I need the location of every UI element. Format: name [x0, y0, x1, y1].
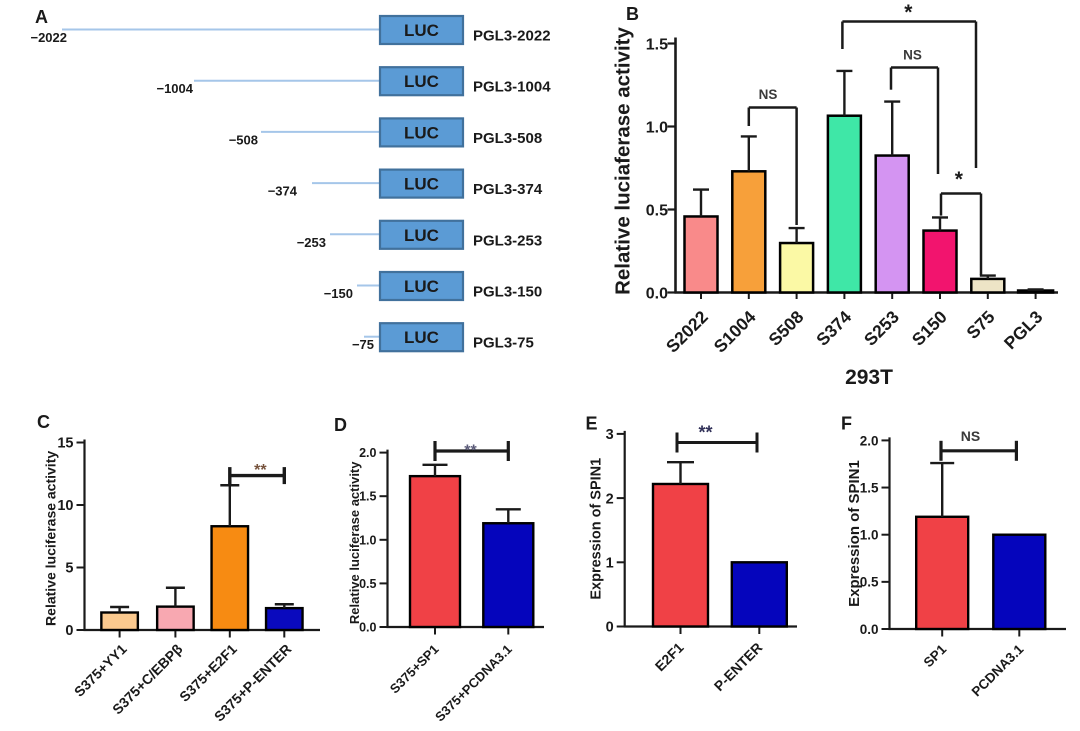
svg-text:−508: −508 — [229, 132, 258, 147]
svg-text:NS: NS — [759, 87, 778, 102]
svg-text:0.0: 0.0 — [359, 621, 376, 635]
svg-text:LUC: LUC — [404, 72, 439, 91]
svg-text:LUC: LUC — [404, 226, 439, 245]
svg-text:LUC: LUC — [404, 21, 439, 40]
svg-text:293T: 293T — [845, 366, 893, 389]
svg-text:0.5: 0.5 — [359, 577, 376, 591]
svg-text:−2022: −2022 — [30, 30, 67, 45]
svg-text:1.0: 1.0 — [359, 533, 376, 547]
svg-text:Expression of SPIN1: Expression of SPIN1 — [589, 458, 605, 600]
svg-text:*: * — [904, 1, 913, 24]
svg-text:−374: −374 — [268, 184, 298, 199]
svg-text:2: 2 — [606, 491, 614, 507]
svg-text:1.0: 1.0 — [646, 119, 668, 136]
svg-text:1.5: 1.5 — [860, 480, 879, 495]
svg-text:*: * — [955, 168, 964, 191]
svg-text:1.0: 1.0 — [860, 528, 879, 543]
svg-text:5: 5 — [65, 561, 73, 577]
svg-text:PGL3-2022: PGL3-2022 — [473, 28, 551, 45]
svg-text:E: E — [586, 414, 598, 434]
svg-text:0.5: 0.5 — [860, 575, 879, 590]
svg-text:LUC: LUC — [404, 277, 439, 296]
svg-text:LUC: LUC — [404, 328, 439, 347]
svg-text:D: D — [334, 415, 347, 435]
svg-text:−150: −150 — [324, 286, 353, 301]
svg-text:−75: −75 — [352, 337, 374, 352]
svg-text:15: 15 — [57, 436, 73, 452]
svg-text:1: 1 — [606, 556, 614, 572]
svg-text:**: ** — [464, 442, 477, 459]
svg-text:10: 10 — [57, 498, 73, 514]
svg-text:1.5: 1.5 — [646, 36, 668, 53]
svg-text:2.0: 2.0 — [860, 433, 879, 448]
svg-text:2.0: 2.0 — [359, 446, 376, 460]
svg-text:NS: NS — [961, 428, 980, 444]
svg-text:0.0: 0.0 — [860, 622, 879, 637]
svg-text:PGL3-150: PGL3-150 — [473, 284, 542, 301]
svg-text:Expression of SPIN1: Expression of SPIN1 — [846, 460, 863, 607]
svg-text:Relative luciferase activity: Relative luciferase activity — [347, 461, 362, 624]
svg-text:0: 0 — [606, 620, 614, 636]
svg-text:−1004: −1004 — [156, 81, 193, 96]
svg-text:0.5: 0.5 — [646, 202, 668, 219]
svg-text:B: B — [626, 4, 639, 24]
svg-text:LUC: LUC — [404, 123, 439, 142]
svg-text:PGL3-1004: PGL3-1004 — [473, 79, 551, 96]
svg-text:Relative luciferase activity: Relative luciferase activity — [43, 451, 59, 626]
svg-text:A: A — [35, 7, 48, 27]
svg-text:LUC: LUC — [404, 175, 439, 194]
svg-text:C: C — [37, 412, 50, 432]
svg-text:3: 3 — [606, 427, 614, 443]
svg-text:PGL3-508: PGL3-508 — [473, 130, 542, 147]
svg-text:1.5: 1.5 — [359, 490, 376, 504]
svg-text:0: 0 — [65, 623, 73, 639]
svg-text:NS: NS — [903, 48, 922, 63]
svg-text:Relative luciaferase activity: Relative luciaferase activity — [612, 27, 635, 295]
svg-text:0.0: 0.0 — [646, 285, 668, 302]
svg-text:PGL3-374: PGL3-374 — [473, 181, 543, 198]
svg-text:**: ** — [698, 423, 712, 443]
svg-text:PGL3-253: PGL3-253 — [473, 232, 542, 249]
svg-text:**: ** — [254, 462, 267, 479]
svg-text:F: F — [841, 414, 852, 434]
svg-text:PGL3-75: PGL3-75 — [473, 335, 534, 352]
svg-text:−253: −253 — [297, 235, 326, 250]
